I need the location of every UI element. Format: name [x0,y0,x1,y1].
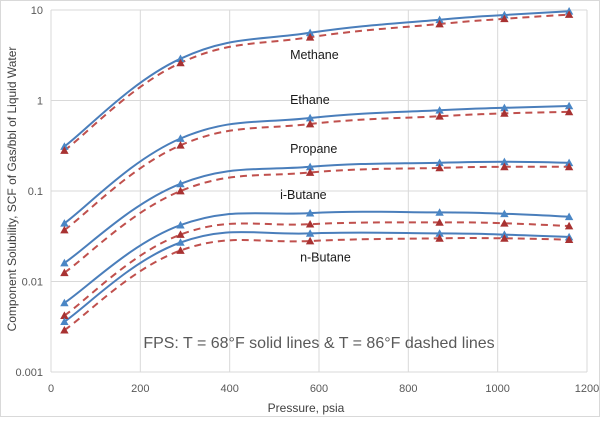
i-butane-68f-point [60,298,69,307]
methane-68f-point [305,28,315,37]
i-butane-86f-point [176,230,185,238]
i-butane-68f-point [500,209,509,218]
x-tick-label: 400 [220,383,238,395]
n-butane-86f-dashed-line [63,237,570,332]
methane-68f-point [60,142,69,150]
ethane-86f-point [176,141,185,149]
propane-label: Propane [290,142,337,156]
i-butane-86f-point [60,311,69,319]
i-butane-86f-point [564,221,574,230]
propane-86f-point [435,163,444,172]
i-butane-86f-point [435,218,444,226]
line-style-note: FPS: T = 68°F solid lines & T = 86°F das… [143,335,494,352]
x-tick-label: 1000 [485,383,509,395]
n-butane-68f-point [435,229,444,237]
propane-86f-point [176,186,185,195]
x-tick-label: 0 [48,383,54,395]
propane-68f-point [305,162,315,171]
i-butane-86f-point [500,219,509,227]
methane-86f-point [564,10,574,18]
x-tick-label: 800 [399,383,417,395]
n-butane-86f-point [435,234,444,242]
y-tick-label: 0.001 [15,367,43,379]
n-butane-86f-point [564,235,574,243]
ethane-68f-point [435,106,444,114]
i-butane-68f-point [176,220,185,229]
x-axis-title: Pressure, psia [268,401,345,415]
ethane-86f-point [564,107,574,116]
tick-labels: 0 200 400 600 800 1000 1200 0.001 0.01 0.1 1 10 [15,5,599,395]
methane-86f-point [435,19,444,28]
methane-68f-point [500,10,509,19]
x-tick-label: 600 [310,383,328,395]
i-butane-86f-dashed-line [63,221,570,317]
methane-86f-point [500,14,509,23]
y-tick-label: 0.1 [28,186,43,198]
grid [50,9,588,373]
n-butane-label: n-Butane [300,250,351,264]
x-tick-label: 1200 [575,383,599,395]
y-tick-label: 0.01 [22,277,43,289]
methane-68f-point [435,15,444,24]
ethane-86f-point [60,225,69,234]
i-butane-86f-point [305,220,315,228]
methane-86f-point [305,33,315,41]
ethane-68f-point [500,103,509,112]
propane-68f-point [60,258,69,267]
ethane-68f-point [176,134,185,142]
n-butane-68f-point [60,317,69,325]
y-axis-title: Component Solubility, SCF of Gas/bbl of … [5,47,19,332]
methane-86f-point [176,58,185,67]
n-butane-86f-point [176,246,185,254]
ethane-86f-point [435,112,444,120]
ethane-86f-point [500,109,509,117]
propane-68f-point [500,157,509,166]
ethane-68f-point [60,219,69,227]
propane-86f-point [60,268,69,277]
propane-86f-point [564,162,574,171]
i-butane-68f-point [564,212,574,221]
propane-68f-point [564,158,574,167]
i-butane-label: i-Butane [280,188,327,202]
propane-86f-point [500,162,509,171]
n-butane-86f-point [60,326,69,334]
i-butane-68f-point [305,208,315,217]
n-butane-68f-point [176,238,185,246]
n-butane-86f-point [305,236,315,245]
methane-label: Methane [290,48,339,62]
n-butane-86f-point [500,234,509,242]
propane-86f-point [305,168,315,176]
methane-68f-point [176,54,185,62]
propane-68f-point [435,158,444,167]
x-tick-label: 200 [131,383,149,395]
ethane-label: Ethane [290,93,330,107]
y-tick-label: 10 [31,5,43,17]
y-tick-label: 1 [37,96,43,108]
ethane-68f-point [305,113,315,122]
i-butane-68f-point [435,208,444,216]
data-markers [60,7,574,334]
n-butane-68f-point [305,229,315,237]
ethane-68f-point [564,101,574,110]
methane-86f-point [60,146,69,154]
propane-68f-point [176,179,185,188]
ethane-86f-point [305,119,315,128]
series-labels: Methane Ethane Propane i-Butane n-Butane [280,48,351,265]
